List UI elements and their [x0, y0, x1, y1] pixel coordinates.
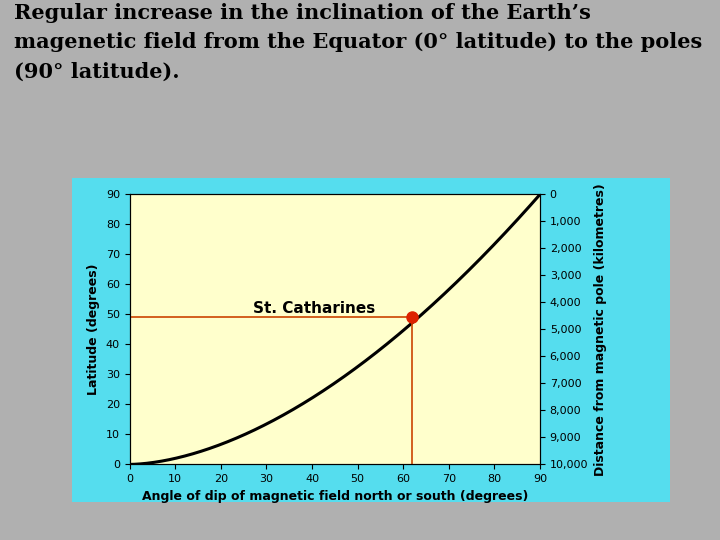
Text: Regular increase in the inclination of the Earth’s: Regular increase in the inclination of t… [14, 3, 591, 23]
Text: magenetic field from the Equator (0° latitude) to the poles: magenetic field from the Equator (0° lat… [14, 32, 703, 52]
Text: St. Catharines: St. Catharines [253, 301, 375, 316]
Y-axis label: Distance from magnetic pole (kilometres): Distance from magnetic pole (kilometres) [594, 183, 607, 476]
Y-axis label: Latitude (degrees): Latitude (degrees) [87, 264, 100, 395]
X-axis label: Angle of dip of magnetic field north or south (degrees): Angle of dip of magnetic field north or … [142, 490, 528, 503]
Text: (90° latitude).: (90° latitude). [14, 62, 180, 82]
